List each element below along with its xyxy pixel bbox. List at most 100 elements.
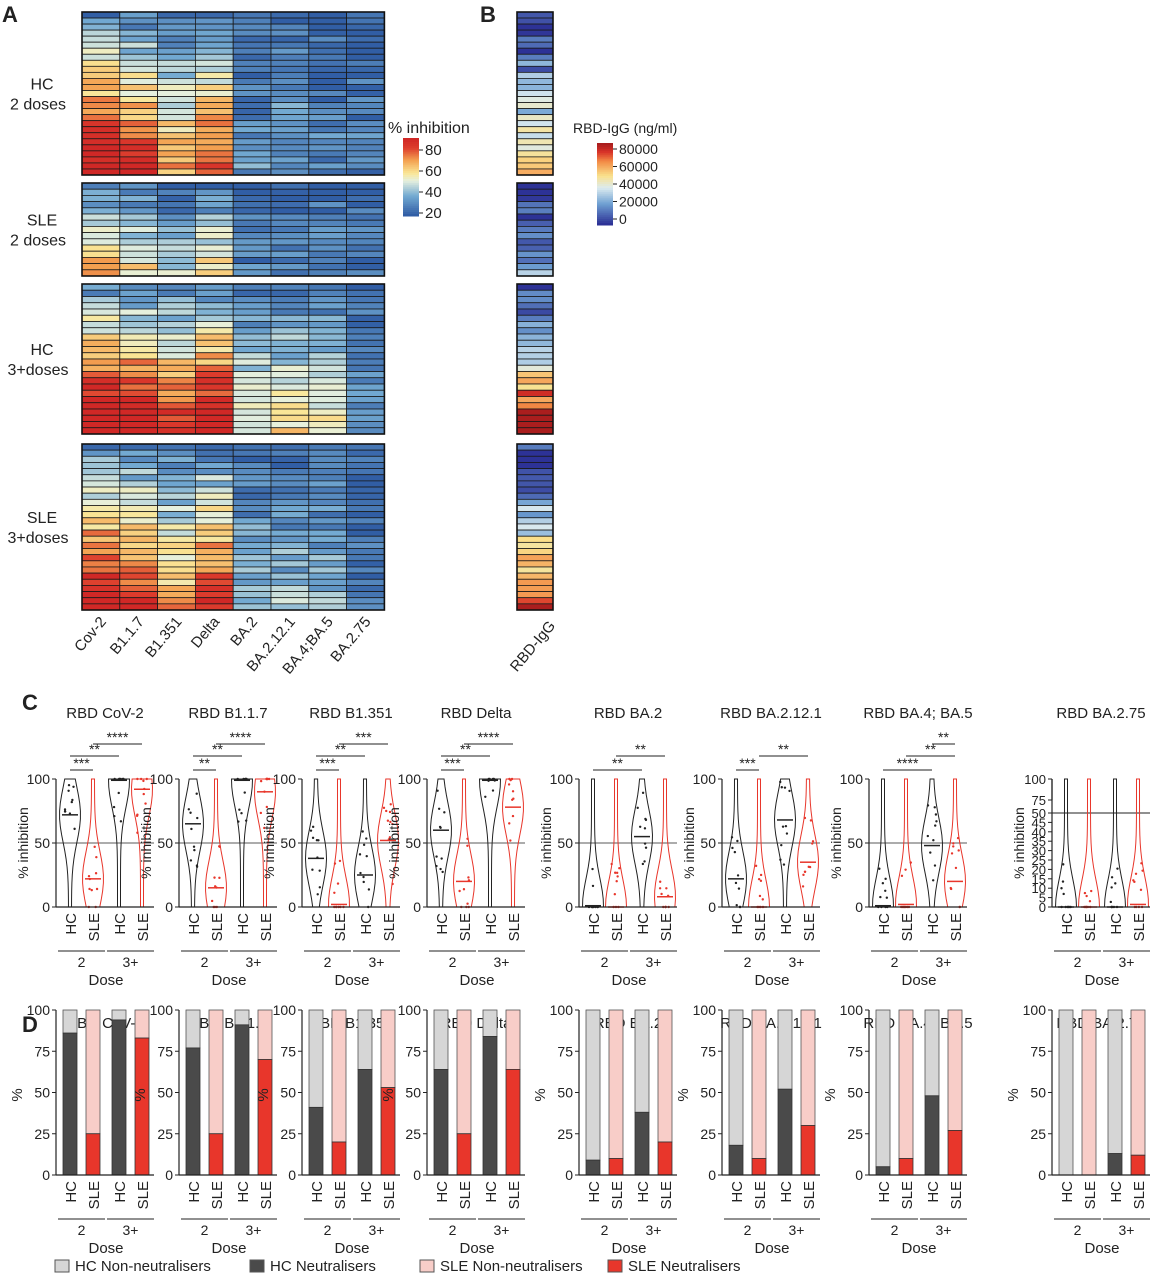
heatmap-cell [119,498,159,506]
rbd-cell [516,207,554,215]
heatmap-cell [346,492,385,500]
heatmap-cell [157,250,196,258]
bar-non-neutralisers [357,1009,373,1070]
rbd-cell [516,296,554,304]
rbd-cell [516,339,554,347]
x-group-label: SLE [381,913,398,941]
violin-panel-title: RBD B1.351 [309,705,392,722]
heatmap-cell [270,188,310,196]
heatmap-cell [119,402,159,410]
heatmap-cell [194,523,234,531]
x-group-label: SLE [86,1181,103,1209]
heatmap-cell [232,144,272,152]
heatmap-cell [232,383,272,391]
heatmap-cell [157,321,196,329]
heatmap-cell [157,498,196,506]
heatmap-cell [346,364,385,372]
heatmap-cell [346,71,385,79]
heatmap-cell [232,511,272,519]
heatmap-cell [232,333,272,341]
heatmap-cell [270,358,310,366]
heatmap-cell [346,505,385,513]
violin-point [391,882,394,886]
heatmap-cell [81,585,121,592]
heatmap-cell [308,371,347,379]
heatmap-cell [157,256,196,264]
colorbar-segment [403,212,419,215]
heatmap-cell [346,188,385,196]
heatmap-cell [346,560,385,568]
heatmap-cell [157,308,196,316]
heatmap-cell [308,585,347,592]
rbd-colorbar-segment [597,196,613,199]
heatmap-cell [81,120,121,128]
heatmap-cell [232,548,272,556]
rbd-cell [516,41,554,49]
heatmap-cell [270,156,310,164]
heatmap-cell [270,572,310,580]
violin-point [117,791,120,795]
violin-point [507,783,511,786]
heatmap-cell [308,352,347,360]
rbd-cell [516,443,554,451]
rbd-colorbar-tick-label: 40000 [619,176,658,192]
dose-label: 2 [891,954,899,970]
rbd-cell [516,269,554,277]
heatmap-cell [346,535,385,543]
heatmap-cell [157,535,196,543]
rbd-colorbar-segment [597,173,613,177]
heatmap-cell [346,84,385,91]
x-group-label: HC [483,913,500,935]
heatmap-cell [308,468,347,476]
dose-label: 3+ [936,1222,952,1238]
violin-panel-title: RBD CoV-2 [66,705,144,722]
heatmap-cell [194,188,234,196]
heatmap-cell [81,283,121,291]
x-group-label: HC [63,1181,80,1203]
bar-non-neutralisers [456,1009,472,1135]
violin-point [884,877,887,881]
heatmap-cell [194,603,234,611]
heatmap-cell [119,597,159,605]
rbd-colorbar-segment [597,202,613,205]
heatmap-cell [308,108,347,116]
heatmap-cell [308,269,347,277]
heatmap-cell [232,455,272,463]
heatmap-cell [194,480,234,488]
panel-label-a: A [2,2,18,27]
violin-point [189,859,193,862]
violin-point [72,785,75,788]
heatmap-cell [270,11,310,19]
legend-label: HC Non-neutralisers [75,1258,211,1275]
heatmap-cell [308,364,347,372]
violin-point [142,792,145,796]
violin-point [318,886,322,889]
heatmap-cell [81,389,121,397]
y-axis-title: % [1005,1088,1022,1101]
heatmap-cell [81,41,121,49]
heatmap-cell [308,296,347,304]
y-tick-label: 0 [855,1167,863,1183]
heatmap-cell [308,250,347,258]
bar-neutralisers [1130,1154,1146,1176]
heatmap-cell [232,65,272,73]
colorbar-segment [403,198,419,201]
heatmap-cell [270,333,310,341]
heatmap-cell [81,421,121,429]
violin-point [338,859,342,863]
heatmap-cell [81,333,121,341]
rbd-colorbar-segment [597,143,613,146]
rbd-cell [516,96,554,103]
rbd-colorbar-segment [597,163,613,167]
heatmap-cell [119,302,159,310]
rbd-cell [516,201,554,209]
colorbar-tick-label: 40 [425,184,442,201]
rbd-cell [516,314,554,322]
heatmap-cell [346,572,385,580]
x-group-label: HC [1059,1181,1076,1203]
